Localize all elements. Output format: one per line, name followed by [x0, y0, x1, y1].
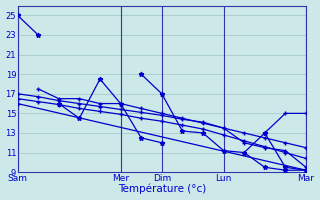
X-axis label: Température (°c): Température (°c)	[118, 184, 206, 194]
